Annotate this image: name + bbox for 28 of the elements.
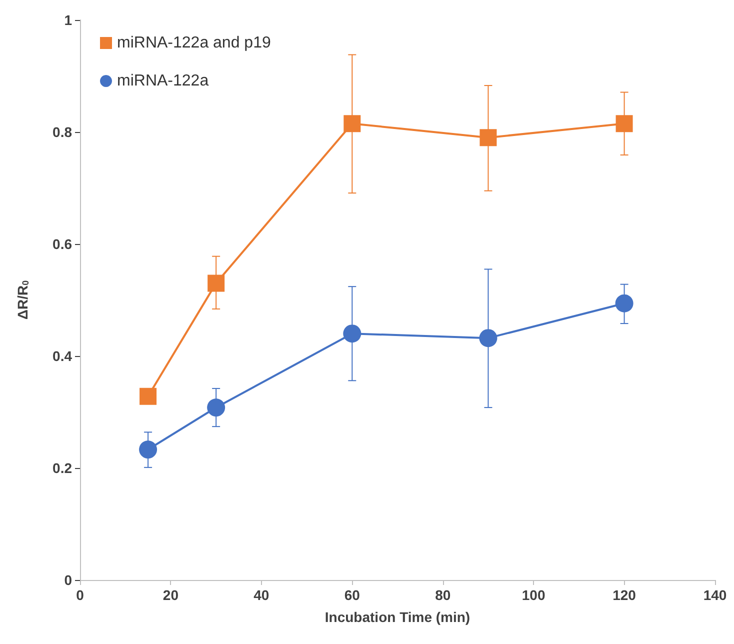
point: [208, 274, 225, 292]
point: [139, 440, 158, 459]
y-tick-label: 1: [64, 12, 72, 28]
point: [140, 388, 157, 405]
y-tick-label: 0.8: [52, 124, 72, 140]
x-tick-label: 100: [522, 587, 546, 603]
point: [207, 398, 226, 417]
x-tick-label: 20: [162, 587, 179, 603]
legend-label: miRNA-122a: [117, 72, 209, 90]
point: [479, 329, 498, 348]
x-tick-label: 0: [76, 587, 84, 603]
x-tick-label: 60: [344, 587, 360, 603]
point: [344, 115, 361, 132]
x-tick-label: 40: [254, 587, 270, 603]
point: [616, 115, 633, 132]
x-tick-label: 120: [612, 587, 636, 603]
x-tick-label: 140: [703, 587, 727, 603]
y-tick-label: 0.6: [52, 236, 72, 252]
y-tick-label: 0.4: [52, 348, 72, 364]
y-tick-label: 0.2: [52, 460, 72, 476]
x-axis-title: Incubation Time (min): [324, 609, 470, 625]
y-tick-label: 0: [64, 572, 72, 588]
point: [480, 129, 497, 146]
x-tick-label: 80: [435, 587, 451, 603]
y-axis-title: ΔR/R0: [14, 280, 30, 320]
legend-label: miRNA-122a and p19: [117, 34, 271, 52]
point: [343, 324, 362, 343]
point: [615, 294, 634, 312]
